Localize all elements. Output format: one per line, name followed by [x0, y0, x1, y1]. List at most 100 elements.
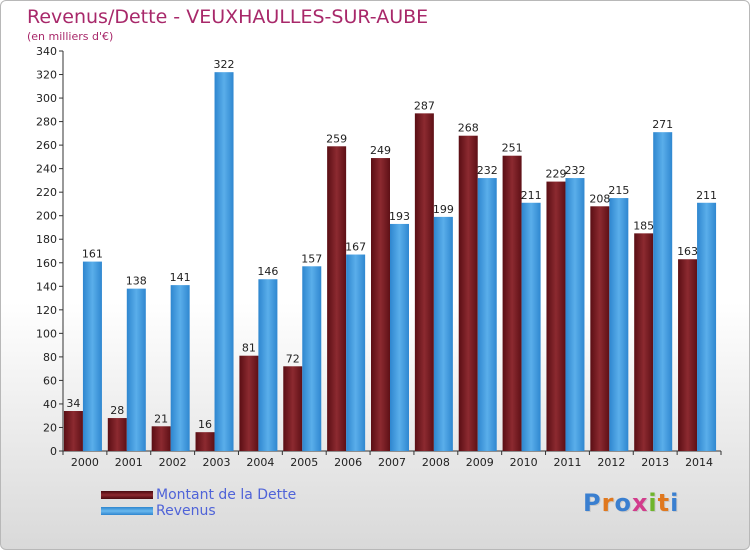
x-tick-label: 2010 [510, 456, 538, 469]
x-tick-label: 2008 [422, 456, 450, 469]
x-tick-label: 2011 [553, 456, 581, 469]
y-tick-label: 0 [50, 445, 57, 458]
data-label-revenus: 211 [696, 189, 717, 202]
x-tick-label: 2002 [159, 456, 187, 469]
y-tick-label: 60 [43, 374, 57, 387]
bar-revenus [126, 288, 146, 451]
bar-dette [678, 259, 698, 451]
bar-dette [239, 355, 259, 451]
bar-dette [546, 181, 566, 451]
bar-revenus [697, 202, 717, 451]
data-label-revenus: 193 [389, 210, 410, 223]
data-label-revenus: 138 [126, 275, 147, 288]
y-tick-label: 80 [43, 351, 57, 364]
y-tick-label: 300 [36, 92, 57, 105]
chart-title: Revenus/Dette - VEUXHAULLES-SUR-AUBE [27, 6, 429, 28]
data-label-dette: 268 [458, 122, 479, 135]
x-tick-label: 2007 [378, 456, 406, 469]
x-tick-label: 2006 [334, 456, 362, 469]
bar-revenus [390, 223, 409, 451]
bar-dette [502, 155, 522, 452]
y-tick-label: 240 [36, 163, 57, 176]
data-labels: 34 161 28 138 21 141 16 322 81 146 72 157 259 167 249 1… [66, 58, 717, 431]
bar-revenus [477, 178, 497, 451]
logo-letter: r [601, 489, 615, 517]
data-label-revenus: 322 [214, 58, 235, 71]
data-label-revenus: 232 [564, 164, 585, 177]
y-tick-label: 100 [36, 327, 57, 340]
data-label-revenus: 211 [521, 189, 542, 202]
data-label-dette: 163 [677, 245, 698, 258]
bar-dette [414, 113, 434, 452]
bar-revenus [346, 254, 366, 451]
data-label-dette: 208 [589, 192, 610, 205]
data-label-dette: 34 [66, 397, 80, 410]
bar-revenus [214, 72, 234, 452]
bar-dette [63, 411, 83, 451]
data-label-dette: 229 [545, 168, 566, 181]
y-tick-label: 320 [36, 69, 57, 82]
x-tick-label: 2004 [246, 456, 274, 469]
x-tick-label: 2013 [641, 456, 669, 469]
bar-revenus [170, 285, 190, 451]
y-tick-label: 220 [36, 186, 57, 199]
bar-revenus [258, 279, 278, 451]
bar-dette [151, 426, 171, 451]
bar-revenus [565, 178, 585, 451]
y-tick-label: 40 [43, 398, 57, 411]
data-label-revenus: 157 [301, 252, 322, 265]
y-tick-label: 260 [36, 139, 57, 152]
data-label-dette: 81 [242, 342, 256, 355]
bar-dette [590, 206, 610, 451]
legend-label-dette: Montant de la Dette [156, 487, 297, 503]
bars [63, 72, 717, 452]
data-label-dette: 287 [414, 99, 435, 112]
bar-revenus [521, 202, 541, 451]
data-label-dette: 28 [110, 404, 124, 417]
bar-revenus [653, 132, 673, 452]
x-tick-label: 2003 [203, 456, 231, 469]
chart-subtitle: (en milliers d'€) [27, 30, 114, 43]
legend-label-revenus: Revenus [156, 503, 216, 519]
x-tick-label: 2005 [290, 456, 318, 469]
data-label-revenus: 161 [82, 248, 103, 261]
bar-revenus [609, 198, 629, 451]
bar-revenus [302, 266, 322, 451]
y-tick-label: 160 [36, 257, 57, 270]
data-label-dette: 251 [502, 142, 523, 155]
x-tick-label: 2001 [115, 456, 143, 469]
data-label-revenus: 271 [652, 118, 673, 131]
logo-letter: o [614, 489, 632, 517]
y-tick-label: 180 [36, 233, 57, 246]
x-tick-label: 2014 [685, 456, 713, 469]
bar-dette [327, 146, 347, 451]
data-label-dette: 21 [154, 412, 168, 425]
data-label-dette: 249 [370, 144, 391, 157]
bar-chart: 0 20 40 60 80 100 120 140 160 180 200 220 240 260 280 3… [36, 45, 722, 469]
data-label-dette: 72 [286, 352, 300, 365]
y-tick-label: 20 [43, 421, 57, 434]
y-tick-label: 340 [36, 45, 57, 58]
data-label-revenus: 199 [433, 203, 454, 216]
logo-letter: i [648, 489, 658, 517]
y-tick-label: 120 [36, 304, 57, 317]
bar-dette [371, 158, 390, 451]
data-label-revenus: 141 [170, 271, 191, 284]
bar-revenus [82, 261, 102, 451]
legend-swatch-dette [101, 491, 153, 499]
bar-dette [458, 135, 478, 452]
data-label-dette: 185 [633, 219, 654, 232]
data-label-revenus: 215 [608, 184, 629, 197]
x-tick-label: 2012 [597, 456, 625, 469]
bar-revenus [433, 216, 453, 451]
bar-dette [634, 233, 654, 451]
bar-dette [195, 432, 215, 451]
y-tick-label: 140 [36, 280, 57, 293]
y-tick-label: 200 [36, 210, 57, 223]
proxiti-logo: Proxiti [583, 489, 679, 517]
logo-letter: x [631, 489, 649, 517]
data-label-revenus: 167 [345, 241, 366, 254]
bar-dette [107, 418, 127, 451]
data-label-revenus: 146 [257, 265, 278, 278]
x-tick-label: 2009 [466, 456, 494, 469]
